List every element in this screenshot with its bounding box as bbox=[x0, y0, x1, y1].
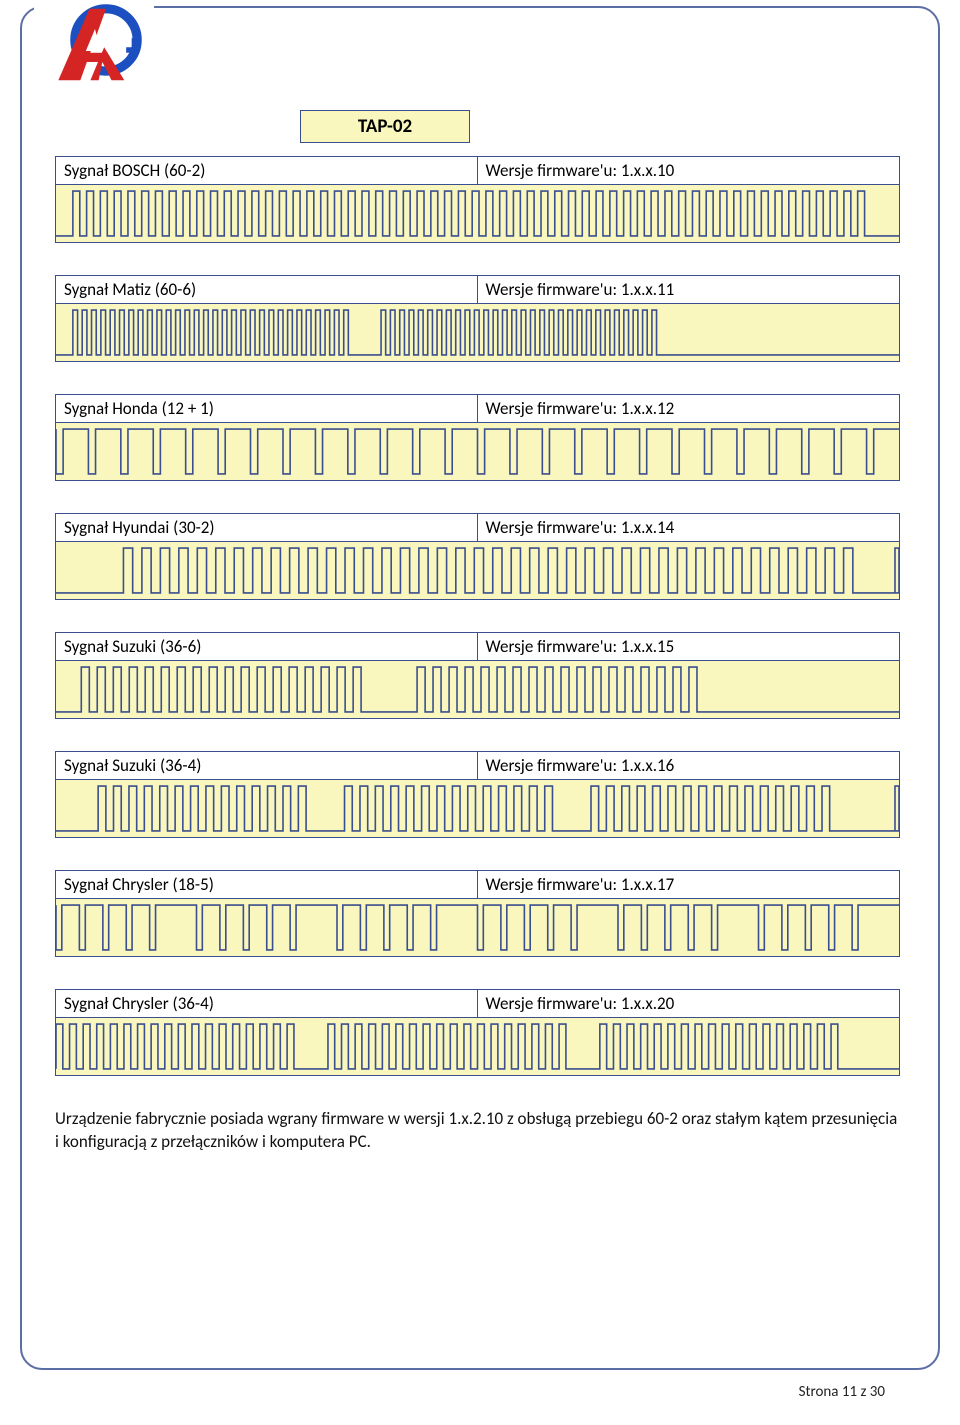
firmware-version: Wersje firmware'u: 1.x.x.14 bbox=[478, 514, 900, 541]
waveform bbox=[55, 542, 900, 600]
signal-header: Sygnał Suzuki (36-4)Wersje firmware'u: 1… bbox=[55, 751, 900, 780]
waveform bbox=[55, 185, 900, 243]
title-box: TAP-02 bbox=[300, 110, 470, 143]
waveform bbox=[55, 304, 900, 362]
logo bbox=[34, 0, 154, 96]
signal-block: Sygnał Matiz (60-6)Wersje firmware'u: 1.… bbox=[55, 275, 900, 362]
signal-header: Sygnał BOSCH (60-2)Wersje firmware'u: 1.… bbox=[55, 156, 900, 185]
signal-header: Sygnał Chrysler (36-4)Wersje firmware'u:… bbox=[55, 989, 900, 1018]
signal-header: Sygnał Hyundai (30-2)Wersje firmware'u: … bbox=[55, 513, 900, 542]
signal-header: Sygnał Chrysler (18-5)Wersje firmware'u:… bbox=[55, 870, 900, 899]
signal-name: Sygnał Hyundai (30-2) bbox=[56, 514, 478, 541]
signal-header: Sygnał Suzuki (36-6)Wersje firmware'u: 1… bbox=[55, 632, 900, 661]
firmware-version: Wersje firmware'u: 1.x.x.17 bbox=[478, 871, 900, 898]
signal-block: Sygnał BOSCH (60-2)Wersje firmware'u: 1.… bbox=[55, 156, 900, 243]
signal-block: Sygnał Hyundai (30-2)Wersje firmware'u: … bbox=[55, 513, 900, 600]
firmware-version: Wersje firmware'u: 1.x.x.15 bbox=[478, 633, 900, 660]
content-area: Sygnał BOSCH (60-2)Wersje firmware'u: 1.… bbox=[55, 156, 900, 1154]
page-number: Strona 11 z 30 bbox=[799, 1383, 885, 1401]
signal-name: Sygnał Honda (12 + 1) bbox=[56, 395, 478, 422]
signal-name: Sygnał Chrysler (36-4) bbox=[56, 990, 478, 1017]
waveform bbox=[55, 780, 900, 838]
signal-block: Sygnał Chrysler (36-4)Wersje firmware'u:… bbox=[55, 989, 900, 1076]
signal-block: Sygnał Chrysler (18-5)Wersje firmware'u:… bbox=[55, 870, 900, 957]
signal-name: Sygnał Matiz (60-6) bbox=[56, 276, 478, 303]
waveform bbox=[55, 661, 900, 719]
waveform bbox=[55, 1018, 900, 1076]
signal-name: Sygnał Suzuki (36-4) bbox=[56, 752, 478, 779]
page: TAP-02 Sygnał BOSCH (60-2)Wersje firmwar… bbox=[0, 0, 960, 1425]
body-text: Urządzenie fabrycznie posiada wgrany fir… bbox=[55, 1108, 900, 1154]
waveform bbox=[55, 899, 900, 957]
signal-name: Sygnał Suzuki (36-6) bbox=[56, 633, 478, 660]
signal-block: Sygnał Honda (12 + 1)Wersje firmware'u: … bbox=[55, 394, 900, 481]
firmware-version: Wersje firmware'u: 1.x.x.11 bbox=[478, 276, 900, 303]
signal-block: Sygnał Suzuki (36-4)Wersje firmware'u: 1… bbox=[55, 751, 900, 838]
signal-header: Sygnał Honda (12 + 1)Wersje firmware'u: … bbox=[55, 394, 900, 423]
signal-block: Sygnał Suzuki (36-6)Wersje firmware'u: 1… bbox=[55, 632, 900, 719]
signal-header: Sygnał Matiz (60-6)Wersje firmware'u: 1.… bbox=[55, 275, 900, 304]
firmware-version: Wersje firmware'u: 1.x.x.20 bbox=[478, 990, 900, 1017]
firmware-version: Wersje firmware'u: 1.x.x.10 bbox=[478, 157, 900, 184]
firmware-version: Wersje firmware'u: 1.x.x.12 bbox=[478, 395, 900, 422]
signal-name: Sygnał Chrysler (18-5) bbox=[56, 871, 478, 898]
title-text: TAP-02 bbox=[358, 115, 412, 138]
waveform bbox=[55, 423, 900, 481]
signal-name: Sygnał BOSCH (60-2) bbox=[56, 157, 478, 184]
firmware-version: Wersje firmware'u: 1.x.x.16 bbox=[478, 752, 900, 779]
